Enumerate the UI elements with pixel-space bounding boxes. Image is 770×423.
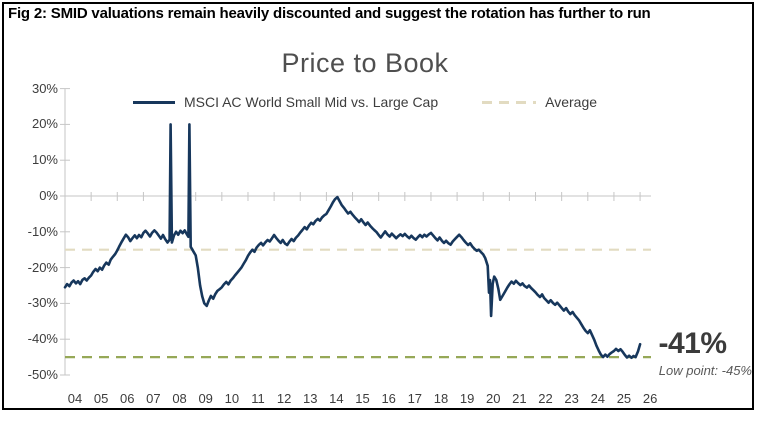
figure-border xyxy=(2,2,754,410)
x-tick-label: 25 xyxy=(616,391,632,406)
x-tick-label: 08 xyxy=(172,391,187,406)
legend-label-series: MSCI AC World Small Mid vs. Large Cap xyxy=(183,94,439,110)
y-tick-label: 0% xyxy=(39,188,58,203)
x-tick-label: 12 xyxy=(276,391,292,406)
y-tick-label: -50% xyxy=(27,367,58,382)
x-tick-label: 16 xyxy=(381,391,396,406)
x-tick-label: 06 xyxy=(120,391,135,406)
x-tick-label: 11 xyxy=(251,391,265,406)
x-tick-label: 05 xyxy=(93,391,109,406)
y-tick-label: -20% xyxy=(27,259,58,275)
legend-item-series: MSCI AC World Small Mid vs. Large Cap xyxy=(132,94,439,110)
legend-dashed-line-icon xyxy=(482,100,537,104)
legend-solid-line-icon xyxy=(132,100,175,104)
x-tick-label: 21 xyxy=(512,391,527,406)
x-tick-label: 19 xyxy=(459,391,475,406)
x-tick-label: 26 xyxy=(642,391,658,406)
y-tick-label: -10% xyxy=(27,223,58,239)
chart-title: Price to Book xyxy=(281,48,449,78)
figure-caption: Fig 2: SMID valuations remain heavily di… xyxy=(8,5,651,22)
x-tick-label: 07 xyxy=(146,391,161,406)
x-tick-label: 23 xyxy=(564,391,579,406)
y-tick-label: -30% xyxy=(27,295,58,311)
last-value-annotation: -41% xyxy=(658,327,727,360)
x-tick-label: 10 xyxy=(224,391,240,406)
x-tick-label: 20 xyxy=(486,391,501,406)
y-tick-label: 30% xyxy=(31,80,58,96)
low-point-annotation: Low point: -45% xyxy=(658,363,752,378)
y-tick-label: -40% xyxy=(27,331,58,347)
legend-label-average: Average xyxy=(545,94,598,110)
x-tick-label: 22 xyxy=(538,391,553,406)
x-tick-label: 04 xyxy=(67,391,83,406)
x-tick-label: 09 xyxy=(198,391,213,406)
x-tick-label: 13 xyxy=(303,391,318,406)
chart-legend: MSCI AC World Small Mid vs. Large Cap Av… xyxy=(0,94,730,110)
x-tick-label: 18 xyxy=(433,391,449,406)
y-tick-label: 10% xyxy=(31,152,58,168)
x-tick-label: 15 xyxy=(355,391,370,406)
series-line xyxy=(63,123,642,360)
x-tick-label: 14 xyxy=(329,391,344,406)
x-tick-label: 17 xyxy=(407,391,423,406)
y-tick-label: 20% xyxy=(31,116,58,132)
x-tick-label: 24 xyxy=(590,391,606,406)
legend-item-average: Average xyxy=(482,94,597,110)
